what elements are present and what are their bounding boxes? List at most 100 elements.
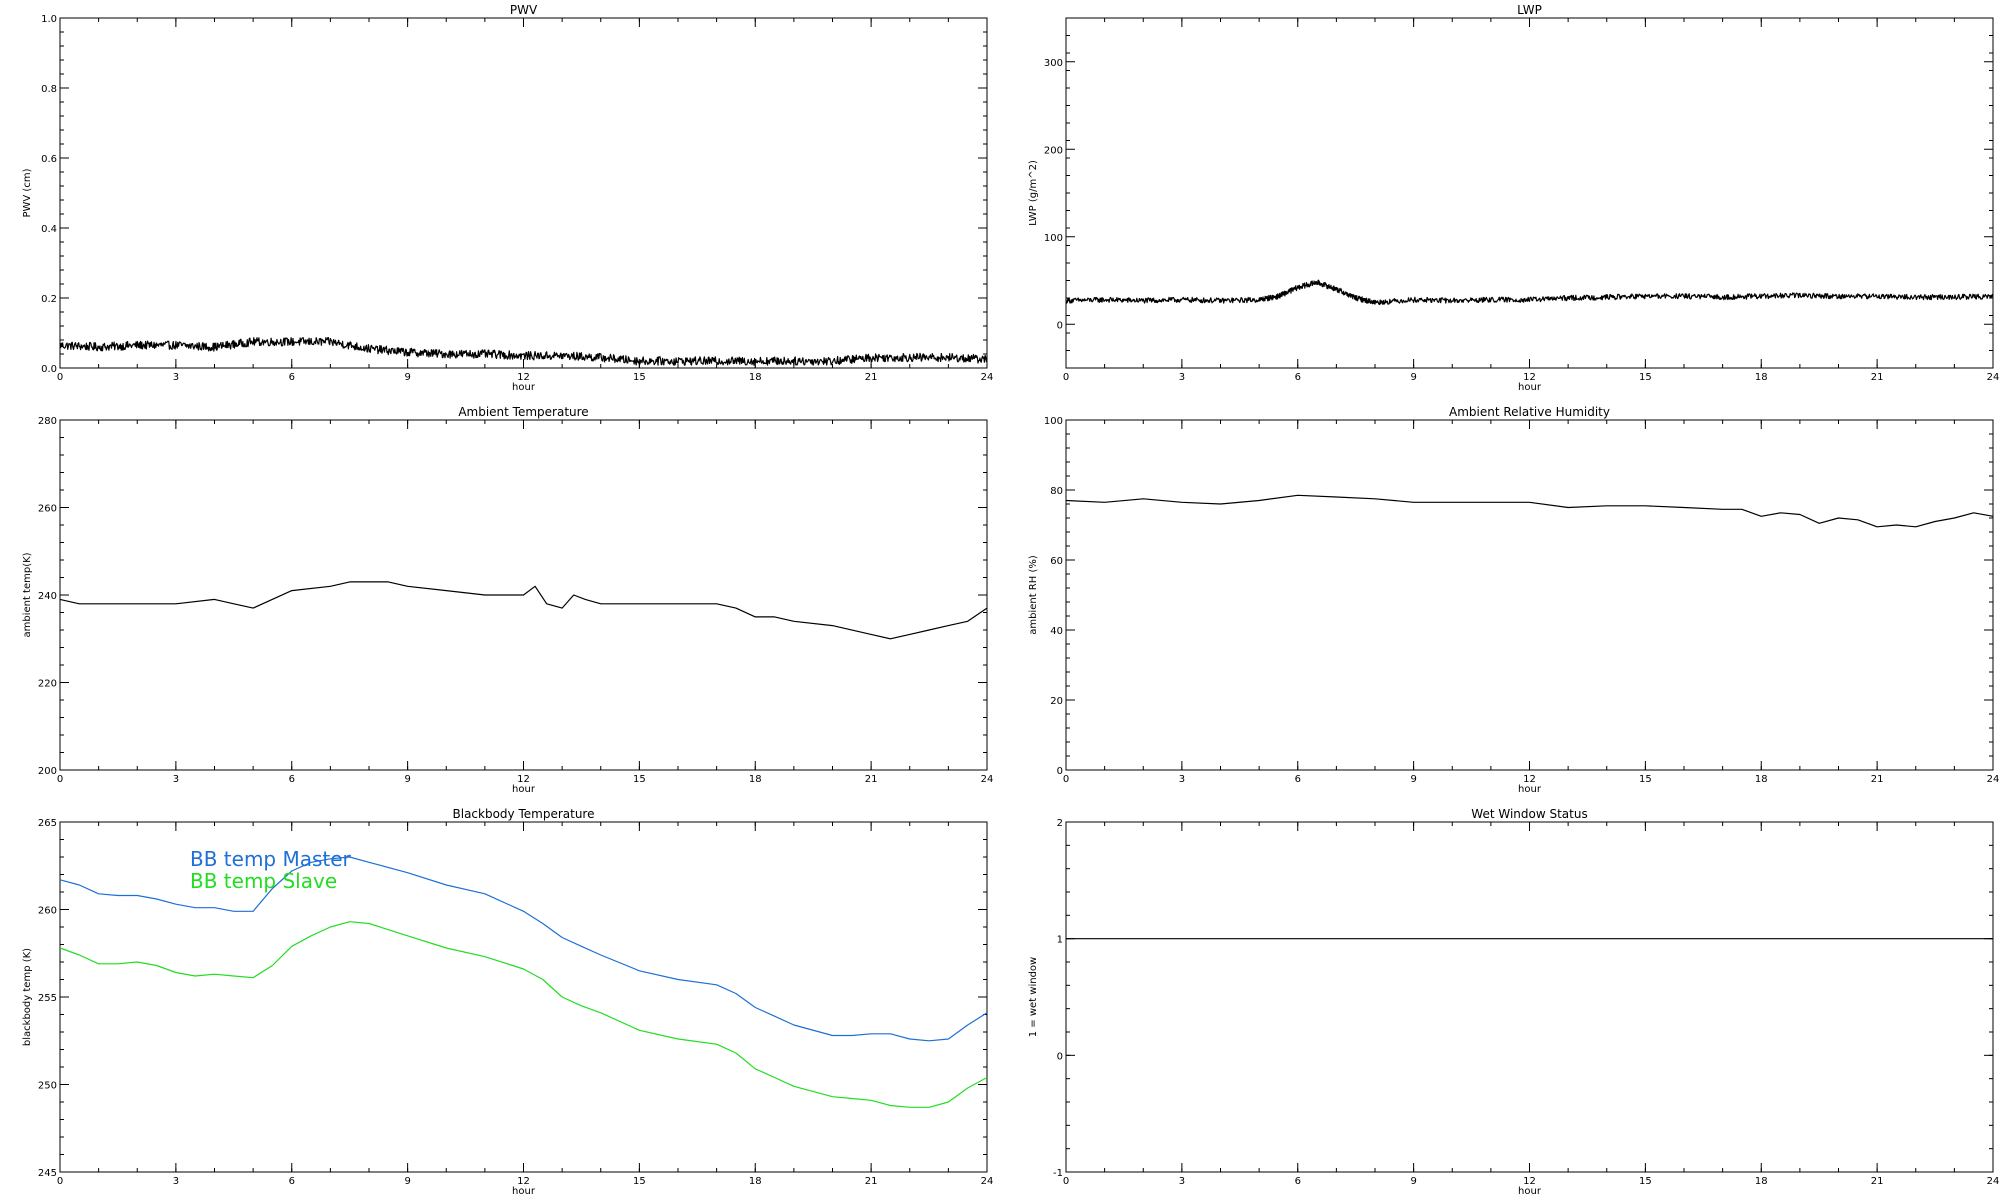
plot-frame bbox=[1065, 419, 1994, 771]
x-tick-label: 6 bbox=[1295, 1176, 1301, 1187]
x-tick-label: 3 bbox=[1179, 1176, 1185, 1187]
chart-title: Blackbody Temperature bbox=[453, 807, 595, 821]
y-tick-label: 260 bbox=[38, 906, 57, 917]
chart-title: Ambient Relative Humidity bbox=[1449, 405, 1610, 419]
x-tick-label: 0 bbox=[1063, 774, 1069, 785]
x-tick-label: 15 bbox=[633, 372, 646, 383]
x-tick-label: 18 bbox=[1755, 1176, 1768, 1187]
x-tick-label: 12 bbox=[517, 1176, 530, 1187]
x-tick-label: 12 bbox=[517, 372, 530, 383]
lwp-panel: LWP 0 3 6 9 12 15 18 21 24 0 100 200 300 hour LWP (g/m^… bbox=[1028, 3, 1999, 393]
series-line bbox=[1065, 279, 1994, 306]
x-tick-label: 12 bbox=[1523, 774, 1536, 785]
x-tick-label: 21 bbox=[1871, 1176, 1884, 1187]
y-tick-label: 200 bbox=[1044, 145, 1063, 156]
y-tick-label: 0.6 bbox=[41, 154, 57, 165]
series-line bbox=[59, 581, 988, 640]
y-tick-label: 20 bbox=[1050, 696, 1063, 707]
x-tick-label: 9 bbox=[1410, 1176, 1416, 1187]
x-tick-label: 15 bbox=[633, 774, 646, 785]
x-tick-label: 0 bbox=[57, 1176, 63, 1187]
legend-entry: BB temp Slave bbox=[190, 869, 337, 893]
x-tick-label: 21 bbox=[1871, 372, 1884, 383]
y-tick-label: 0 bbox=[1057, 1051, 1063, 1062]
x-axis-label: hour bbox=[512, 382, 536, 393]
y-axis-label: blackbody temp (K) bbox=[22, 948, 33, 1046]
x-tick-label: 18 bbox=[1755, 372, 1768, 383]
x-tick-label: 12 bbox=[1523, 1176, 1536, 1187]
y-tick-label: 260 bbox=[38, 504, 57, 515]
y-tick-label: 250 bbox=[38, 1081, 57, 1092]
x-tick-label: 0 bbox=[57, 372, 63, 383]
x-axis-label: hour bbox=[512, 1186, 536, 1197]
x-tick-label: 6 bbox=[1295, 372, 1301, 383]
y-tick-label: 1.0 bbox=[41, 14, 57, 25]
plot-frame bbox=[59, 17, 988, 369]
x-tick-label: 6 bbox=[289, 372, 295, 383]
x-axis-label: hour bbox=[1518, 382, 1542, 393]
series-line bbox=[59, 337, 988, 366]
x-tick-label: 3 bbox=[173, 774, 179, 785]
y-tick-label: 0 bbox=[1057, 320, 1063, 331]
pwv-panel: PWV 0 3 6 9 12 15 18 21 24 0.0 0.2 0.4 0.6 0.8 1.0 hour P… bbox=[22, 3, 993, 393]
y-tick-label: 0.8 bbox=[41, 84, 57, 95]
x-tick-label: 15 bbox=[1639, 1176, 1652, 1187]
blackbody-temperature-panel: Blackbody Temperature 0 3 6 9 12 15 18 21 24 245 25… bbox=[22, 807, 993, 1197]
y-tick-label: 0.2 bbox=[41, 294, 57, 305]
y-tick-label: -1 bbox=[1053, 1168, 1063, 1179]
x-tick-label: 24 bbox=[1987, 774, 2000, 785]
x-tick-label: 0 bbox=[57, 774, 63, 785]
y-axis-label: ambient temp(K) bbox=[22, 552, 33, 637]
x-tick-label: 24 bbox=[981, 774, 994, 785]
x-tick-label: 21 bbox=[865, 1176, 878, 1187]
y-tick-label: 100 bbox=[1044, 416, 1063, 427]
y-tick-label: 240 bbox=[38, 591, 57, 602]
y-tick-label: 200 bbox=[38, 766, 57, 777]
x-axis-label: hour bbox=[1518, 1186, 1542, 1197]
x-tick-label: 3 bbox=[1179, 774, 1185, 785]
x-tick-label: 15 bbox=[1639, 372, 1652, 383]
y-axis-label: PWV (cm) bbox=[22, 168, 33, 217]
y-tick-label: 0.0 bbox=[41, 364, 57, 375]
y-tick-label: 2 bbox=[1057, 818, 1063, 829]
legend-entry: BB temp Master bbox=[190, 847, 352, 871]
x-tick-label: 12 bbox=[1523, 372, 1536, 383]
y-tick-label: 255 bbox=[38, 993, 57, 1004]
chart-title: Wet Window Status bbox=[1471, 807, 1587, 821]
x-tick-label: 9 bbox=[1410, 372, 1416, 383]
y-tick-label: 245 bbox=[38, 1168, 57, 1179]
x-axis-label: hour bbox=[1518, 784, 1542, 795]
x-tick-label: 0 bbox=[1063, 1176, 1069, 1187]
x-tick-label: 21 bbox=[865, 774, 878, 785]
y-tick-label: 60 bbox=[1050, 556, 1063, 567]
x-tick-label: 9 bbox=[404, 774, 410, 785]
y-tick-label: 100 bbox=[1044, 233, 1063, 244]
y-tick-label: 220 bbox=[38, 679, 57, 690]
x-tick-label: 15 bbox=[633, 1176, 646, 1187]
plot-frame bbox=[1065, 821, 1994, 1173]
x-tick-label: 6 bbox=[289, 774, 295, 785]
x-tick-label: 3 bbox=[173, 1176, 179, 1187]
x-tick-label: 24 bbox=[1987, 372, 2000, 383]
x-tick-label: 24 bbox=[981, 1176, 994, 1187]
x-tick-label: 24 bbox=[1987, 1176, 2000, 1187]
x-tick-label: 18 bbox=[749, 774, 762, 785]
y-tick-label: 300 bbox=[1044, 58, 1063, 69]
chart-title: Ambient Temperature bbox=[458, 405, 588, 419]
y-axis-label: LWP (g/m^2) bbox=[1028, 160, 1039, 226]
ambient-humidity-panel: Ambient Relative Humidity 0 3 6 9 12 15 18 21 24 0… bbox=[1028, 405, 1999, 795]
x-tick-label: 6 bbox=[289, 1176, 295, 1187]
plot-frame bbox=[1065, 17, 1994, 369]
y-tick-label: 265 bbox=[38, 818, 57, 829]
ambient-temperature-panel: Ambient Temperature 0 3 6 9 12 15 18 21 24 200 220 2… bbox=[22, 405, 993, 795]
y-axis-label: ambient RH (%) bbox=[1028, 555, 1039, 635]
x-tick-label: 12 bbox=[517, 774, 530, 785]
x-tick-label: 21 bbox=[865, 372, 878, 383]
x-axis-label: hour bbox=[512, 784, 536, 795]
x-tick-label: 0 bbox=[1063, 372, 1069, 383]
y-tick-label: 280 bbox=[38, 416, 57, 427]
chart-title: LWP bbox=[1517, 3, 1542, 17]
x-tick-label: 21 bbox=[1871, 774, 1884, 785]
